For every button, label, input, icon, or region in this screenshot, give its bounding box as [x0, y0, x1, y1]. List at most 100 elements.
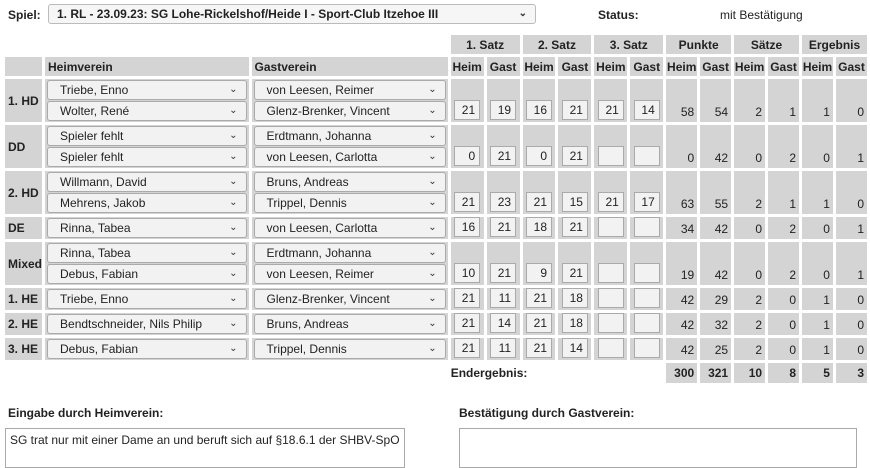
set-2-guest-input[interactable]: 21: [561, 217, 588, 237]
guest-players-cell: von Leesen, Carlotta ⌄: [251, 217, 448, 239]
set-1-guest-input[interactable]: 11: [490, 288, 517, 308]
home-player-select[interactable]: Spieler fehlt ⌄: [47, 126, 247, 146]
set-1-guest-input[interactable]: 19: [490, 100, 517, 120]
set-3-home-input[interactable]: [597, 313, 624, 333]
set-3-guest-input[interactable]: [633, 263, 660, 283]
set-3-home-input[interactable]: 21: [597, 100, 624, 120]
set-3-home-input[interactable]: [597, 288, 624, 308]
set-2-home-input[interactable]: 21: [526, 338, 552, 358]
ergebnis-home: 0: [802, 242, 833, 285]
set-3-guest-input[interactable]: 14: [633, 100, 660, 120]
set-2-home-input[interactable]: 21: [526, 288, 552, 308]
set-2-home-input[interactable]: 18: [526, 217, 552, 237]
guest-player-select[interactable]: Erdtmann, Johanna ⌄: [253, 126, 446, 146]
set-2-guest-input[interactable]: 21: [561, 263, 588, 283]
set-2-home-input[interactable]: 16: [526, 100, 552, 120]
guest-player-select[interactable]: Bruns, Andreas ⌄: [253, 172, 446, 192]
home-player-select[interactable]: Debus, Fabian ⌄: [47, 339, 247, 359]
guest-player-select[interactable]: von Leesen, Carlotta ⌄: [253, 218, 446, 238]
guest-player-select[interactable]: Trippel, Dennis ⌄: [253, 339, 446, 359]
home-player-select[interactable]: Bendtschneider, Nils Philip ⌄: [47, 314, 247, 334]
set-1-home-input[interactable]: 0: [454, 146, 481, 166]
spacer: [252, 363, 448, 383]
home-player-select[interactable]: Triebe, Enno ⌄: [47, 289, 247, 309]
set-3-home-input[interactable]: 21: [597, 192, 624, 212]
total-label: Endergebnis:: [450, 366, 528, 380]
set-2-home-input[interactable]: 21: [526, 313, 552, 333]
set-3-home-input[interactable]: [597, 146, 624, 166]
set-2-home-input[interactable]: 9: [526, 263, 552, 283]
home-player-select[interactable]: Wolter, René ⌄: [47, 101, 247, 121]
guest-player-select[interactable]: Glenz-Brenker, Vincent ⌄: [253, 101, 446, 121]
set-2-guest-input[interactable]: 21: [561, 146, 588, 166]
home-player-select[interactable]: Willmann, David ⌄: [47, 172, 247, 192]
home-player-select[interactable]: Spieler fehlt ⌄: [47, 147, 247, 167]
set-2-guest-input[interactable]: 18: [561, 288, 588, 308]
home-player-select[interactable]: Mehrens, Jakob ⌄: [47, 193, 247, 213]
set-1-guest-input[interactable]: 21: [490, 217, 517, 237]
set-2-guest-input[interactable]: 15: [561, 192, 588, 212]
set-1-guest-input[interactable]: 21: [490, 263, 517, 283]
set-2-home-input[interactable]: 21: [526, 192, 552, 212]
chevron-down-icon: ⌄: [428, 130, 437, 141]
set-1-home-input[interactable]: 21: [454, 313, 481, 333]
set-score-cell: 21: [450, 171, 484, 214]
set-3-guest-input[interactable]: 17: [633, 192, 660, 212]
home-player-select[interactable]: Debus, Fabian ⌄: [47, 264, 247, 284]
guest-player-select[interactable]: von Leesen, Reimer ⌄: [253, 80, 446, 100]
set-1-home-input[interactable]: 21: [454, 288, 481, 308]
guest-player-select[interactable]: Trippel, Dennis ⌄: [253, 193, 446, 213]
set-3-home-input[interactable]: [597, 338, 624, 358]
guest-player-select[interactable]: von Leesen, Reimer ⌄: [253, 264, 446, 284]
set-2-guest-input[interactable]: 18: [561, 313, 588, 333]
match-table: 1. Satz 2. Satz 3. Satz Punkte Sätze Ergebnis…: [2, 32, 870, 386]
guest-player-select[interactable]: Bruns, Andreas ⌄: [253, 314, 446, 334]
set-1-guest-input[interactable]: 23: [490, 192, 517, 212]
set-score-cell: 21: [450, 288, 484, 310]
set-score-cell: [594, 338, 628, 360]
saetze-home: 0: [734, 125, 766, 168]
match-label: 2. HE: [5, 313, 43, 335]
set-3-guest-input[interactable]: [633, 217, 660, 237]
set-3-home-input[interactable]: [597, 217, 624, 237]
col-heim: Heim: [594, 57, 628, 76]
set-1-home-input[interactable]: 21: [454, 338, 481, 358]
set-1-home-input[interactable]: 16: [454, 217, 481, 237]
home-player-name: Debus, Fabian: [60, 342, 139, 356]
home-comment-textarea[interactable]: SG trat nur mit einer Dame an und beruft…: [5, 428, 405, 468]
set-3-guest-input[interactable]: [633, 338, 660, 358]
home-player-name: Willmann, David: [60, 175, 147, 189]
guest-player-select[interactable]: Erdtmann, Johanna ⌄: [253, 243, 446, 263]
set-3-guest-input[interactable]: [633, 146, 660, 166]
set-1-guest-input[interactable]: 21: [490, 146, 517, 166]
set-1-home-input[interactable]: 21: [454, 192, 481, 212]
set-1-guest-input[interactable]: 11: [490, 338, 517, 358]
guest-comment-textarea[interactable]: [459, 428, 857, 468]
col-heim: Heim: [734, 57, 766, 76]
home-player-select[interactable]: Triebe, Enno ⌄: [47, 80, 247, 100]
set-1-home-input[interactable]: 21: [454, 100, 481, 120]
set-2-guest-input[interactable]: 21: [561, 100, 588, 120]
set-score-cell: 21: [558, 79, 592, 122]
home-player-name: Wolter, René: [60, 104, 130, 118]
set-score-cell: 16: [450, 217, 484, 239]
set-1-home-input[interactable]: 10: [454, 263, 481, 283]
set-3-guest-input[interactable]: [633, 313, 660, 333]
set-2-home-input[interactable]: 0: [526, 146, 552, 166]
set-2-guest-input[interactable]: 14: [561, 338, 588, 358]
set-score-cell: [594, 288, 628, 310]
home-player-select[interactable]: Rinna, Tabea ⌄: [47, 243, 247, 263]
guest-player-select[interactable]: Glenz-Brenker, Vincent ⌄: [253, 289, 446, 309]
home-comment-label: Eingabe durch Heimverein:: [8, 406, 164, 420]
set-3-guest-input[interactable]: [633, 288, 660, 308]
home-player-select[interactable]: Rinna, Tabea ⌄: [47, 218, 247, 238]
saetze-guest: 0: [768, 313, 799, 335]
guest-player-name: von Leesen, Carlotta: [266, 221, 378, 235]
set-3-home-input[interactable]: [597, 263, 624, 283]
saetze-home: 2: [734, 313, 766, 335]
guest-player-name: Bruns, Andreas: [266, 175, 349, 189]
total-saetze-home: 10: [734, 363, 766, 383]
game-select[interactable]: 1. RL - 23.09.23: SG Lohe-Rickelshof/Hei…: [48, 4, 536, 24]
guest-player-select[interactable]: von Leesen, Carlotta ⌄: [253, 147, 446, 167]
set-1-guest-input[interactable]: 14: [490, 313, 517, 333]
